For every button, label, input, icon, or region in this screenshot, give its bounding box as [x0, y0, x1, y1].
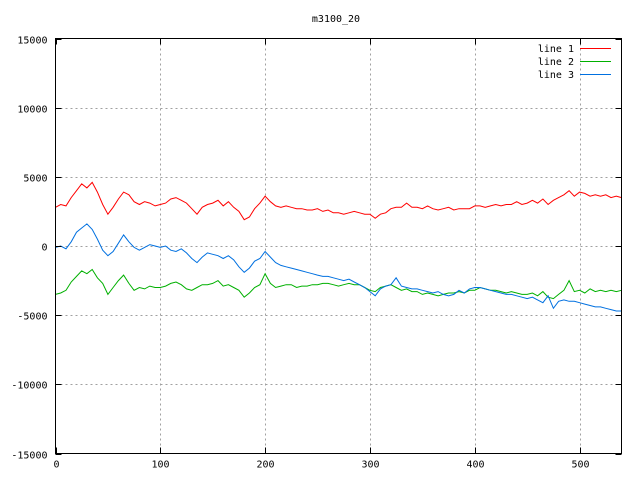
- legend: line 1 line 2 line 3: [538, 44, 611, 81]
- x-tick-label: 0: [53, 460, 59, 471]
- y-tick-label: 10000: [17, 105, 47, 116]
- x-tick-label: 500: [571, 460, 589, 471]
- x-tick-label: 100: [151, 460, 169, 471]
- legend-label: line 1: [538, 44, 574, 55]
- y-tick-label: 15000: [17, 36, 47, 47]
- y-tick-label: 5000: [23, 174, 47, 185]
- y-tick-label: 0: [41, 243, 47, 254]
- series-line-1: [55, 181, 622, 221]
- chart-title: m3100_20: [312, 14, 360, 25]
- y-tick-label: -5000: [17, 312, 47, 323]
- y-tick-label: -10000: [11, 381, 47, 392]
- axes: -15000 -10000 -5000 0 5000 10000 15000 0 100 200 3…: [11, 36, 622, 471]
- series-line-2: [55, 268, 622, 300]
- grid: [55, 38, 622, 454]
- x-tick-label: 200: [256, 460, 274, 471]
- plot-area: [55, 181, 622, 312]
- x-tick-label: 300: [361, 460, 379, 471]
- legend-label: line 3: [538, 70, 574, 81]
- series-line-3: [55, 223, 622, 312]
- x-tick-label: 400: [466, 460, 484, 471]
- legend-label: line 2: [538, 57, 574, 68]
- y-tick-label: -15000: [11, 451, 47, 462]
